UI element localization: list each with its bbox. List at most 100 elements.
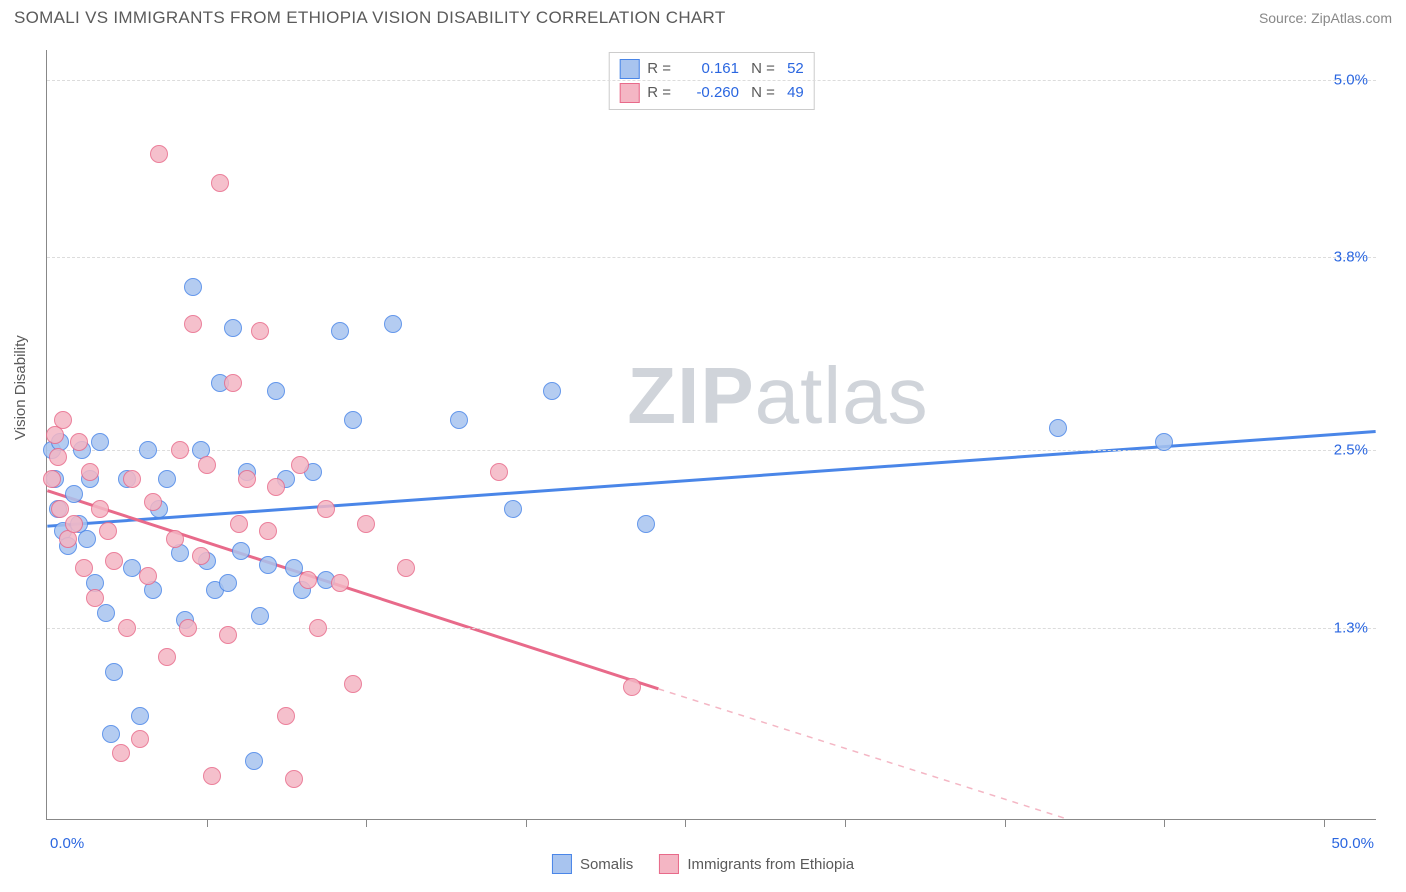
- scatter-point: [397, 559, 415, 577]
- n-value: 49: [783, 81, 804, 105]
- n-value: 52: [783, 57, 804, 81]
- scatter-point: [251, 607, 269, 625]
- series-legend-label: Somalis: [580, 856, 633, 873]
- scatter-point: [81, 463, 99, 481]
- scatter-point: [139, 567, 157, 585]
- legend-swatch: [619, 83, 639, 103]
- scatter-point: [344, 675, 362, 693]
- y-tick-label: 3.8%: [1334, 249, 1368, 266]
- series-legend-label: Immigrants from Ethiopia: [687, 856, 854, 873]
- legend-swatch: [659, 854, 679, 874]
- scatter-point: [267, 478, 285, 496]
- scatter-point: [105, 552, 123, 570]
- scatter-point: [65, 485, 83, 503]
- scatter-point: [331, 574, 349, 592]
- scatter-point: [309, 619, 327, 637]
- scatter-point: [637, 515, 655, 533]
- scatter-point: [219, 626, 237, 644]
- scatter-point: [78, 530, 96, 548]
- scatter-point: [317, 500, 335, 518]
- scatter-point: [623, 678, 641, 696]
- r-value: 0.161: [679, 57, 739, 81]
- legend-swatch: [552, 854, 572, 874]
- y-tick-label: 5.0%: [1334, 71, 1368, 88]
- scatter-point: [139, 441, 157, 459]
- gridline: [47, 80, 1376, 81]
- scatter-point: [179, 619, 197, 637]
- scatter-point: [51, 500, 69, 518]
- x-tick: [845, 819, 846, 827]
- chart-plot-area: ZIPatlas R = 0.161 N = 52R = -0.260 N = 49…: [46, 50, 1376, 820]
- scatter-point: [299, 571, 317, 589]
- scatter-point: [105, 663, 123, 681]
- x-tick: [1164, 819, 1165, 827]
- y-tick-label: 1.3%: [1334, 619, 1368, 636]
- x-tick: [366, 819, 367, 827]
- n-label: N =: [747, 81, 775, 105]
- x-tick: [685, 819, 686, 827]
- scatter-point: [75, 559, 93, 577]
- scatter-point: [251, 322, 269, 340]
- r-label: R =: [647, 81, 671, 105]
- scatter-point: [118, 619, 136, 637]
- scatter-point: [245, 752, 263, 770]
- trend-line: [658, 689, 1322, 819]
- scatter-point: [184, 278, 202, 296]
- x-tick: [526, 819, 527, 827]
- watermark: ZIPatlas: [627, 350, 928, 442]
- scatter-point: [102, 725, 120, 743]
- trend-lines-layer: [47, 50, 1376, 819]
- series-legend-item: Immigrants from Ethiopia: [659, 854, 854, 874]
- series-legend: Somalis Immigrants from Ethiopia: [552, 854, 854, 874]
- gridline: [47, 257, 1376, 258]
- x-tick: [1005, 819, 1006, 827]
- x-axis-max-label: 50.0%: [1331, 835, 1374, 852]
- scatter-point: [97, 604, 115, 622]
- scatter-point: [357, 515, 375, 533]
- legend-row: R =0.161 N = 52: [619, 57, 804, 81]
- scatter-point: [112, 744, 130, 762]
- scatter-point: [166, 530, 184, 548]
- trend-line: [47, 491, 658, 689]
- scatter-point: [450, 411, 468, 429]
- scatter-point: [490, 463, 508, 481]
- r-value: -0.260: [679, 81, 739, 105]
- scatter-point: [259, 522, 277, 540]
- scatter-point: [238, 470, 256, 488]
- scatter-point: [158, 648, 176, 666]
- chart-title: SOMALI VS IMMIGRANTS FROM ETHIOPIA VISIO…: [14, 8, 726, 28]
- scatter-point: [224, 374, 242, 392]
- scatter-point: [384, 315, 402, 333]
- x-tick: [1324, 819, 1325, 827]
- scatter-point: [504, 500, 522, 518]
- scatter-point: [150, 145, 168, 163]
- scatter-point: [131, 707, 149, 725]
- r-label: R =: [647, 57, 671, 81]
- scatter-point: [232, 542, 250, 560]
- scatter-point: [91, 500, 109, 518]
- scatter-point: [198, 456, 216, 474]
- series-legend-item: Somalis: [552, 854, 633, 874]
- scatter-point: [224, 319, 242, 337]
- x-axis-min-label: 0.0%: [50, 835, 84, 852]
- legend-row: R = -0.260 N = 49: [619, 81, 804, 105]
- scatter-point: [49, 448, 67, 466]
- scatter-point: [131, 730, 149, 748]
- scatter-point: [86, 589, 104, 607]
- scatter-point: [171, 441, 189, 459]
- gridline: [47, 450, 1376, 451]
- scatter-point: [1049, 419, 1067, 437]
- gridline: [47, 628, 1376, 629]
- scatter-point: [70, 433, 88, 451]
- correlation-legend: R = 0.161 N = 52R = -0.260 N = 49: [608, 52, 815, 110]
- scatter-point: [230, 515, 248, 533]
- scatter-point: [203, 767, 221, 785]
- scatter-point: [54, 411, 72, 429]
- x-tick: [207, 819, 208, 827]
- scatter-point: [184, 315, 202, 333]
- scatter-point: [158, 470, 176, 488]
- scatter-point: [331, 322, 349, 340]
- scatter-point: [192, 547, 210, 565]
- legend-swatch: [619, 59, 639, 79]
- scatter-point: [1155, 433, 1173, 451]
